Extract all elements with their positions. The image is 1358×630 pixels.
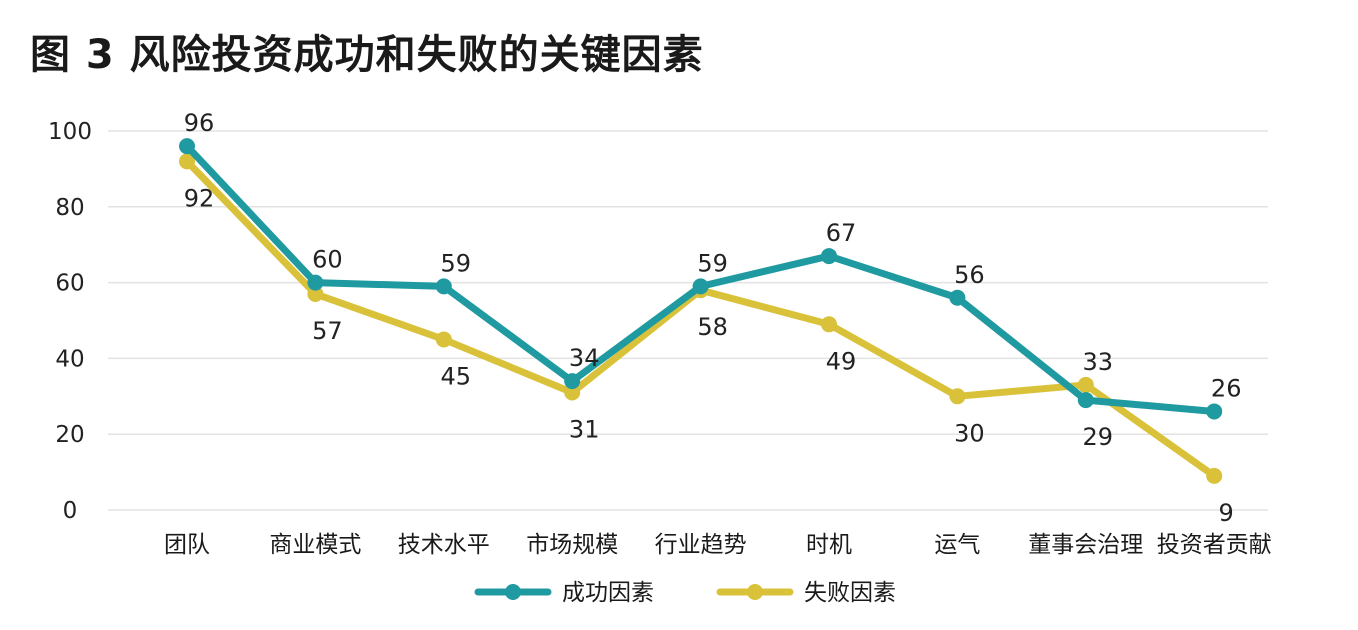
y-axis-ticks: 0 20 40 60 80 100: [48, 119, 92, 524]
chart-title: 图 3 风险投资成功和失败的关键因素: [30, 32, 704, 78]
data-label: 60: [312, 246, 343, 274]
data-label: 58: [697, 313, 728, 341]
y-tick-label: 100: [48, 119, 92, 145]
x-tick-label: 团队: [164, 532, 210, 558]
data-label: 96: [184, 109, 215, 137]
x-tick-label: 董事会治理: [1028, 532, 1143, 558]
legend-swatch-marker: [505, 584, 521, 600]
data-point: [821, 316, 837, 333]
data-label: 45: [441, 362, 472, 390]
legend-label: 成功因素: [562, 580, 654, 606]
legend-swatch-marker: [747, 584, 763, 600]
data-label: 59: [441, 249, 472, 277]
series-lines: [179, 138, 1223, 484]
data-point: [1077, 392, 1094, 409]
x-tick-label: 市场规模: [526, 532, 618, 558]
data-point: [949, 388, 966, 405]
x-tick-label: 商业模式: [269, 532, 361, 558]
data-label: 31: [569, 416, 600, 444]
x-tick-label: 技术水平: [398, 532, 490, 558]
data-label: 30: [954, 419, 985, 447]
data-label: 92: [184, 184, 215, 212]
data-point: [1077, 376, 1094, 393]
data-point: [1206, 403, 1223, 420]
data-point: [307, 274, 324, 291]
y-tick-label: 40: [55, 346, 84, 372]
x-tick-label: 时机: [806, 532, 852, 558]
data-point: [435, 331, 452, 348]
legend-label: 失败因素: [804, 580, 896, 606]
data-label: 33: [1083, 348, 1114, 376]
legend-item: 失败因素: [716, 580, 896, 606]
y-tick-label: 60: [55, 271, 84, 297]
data-label: 49: [826, 347, 857, 375]
grid-lines: [108, 130, 1268, 511]
data-point: [564, 373, 581, 390]
data-point: [179, 153, 195, 170]
legend-item: 成功因素: [474, 580, 654, 606]
data-label: 26: [1211, 374, 1242, 402]
data-label: 29: [1083, 423, 1114, 451]
y-tick-label: 20: [55, 422, 84, 448]
y-tick-label: 80: [55, 195, 84, 221]
data-point: [821, 248, 837, 265]
data-label: 56: [954, 261, 985, 289]
data-label: 57: [312, 317, 343, 345]
data-point: [307, 285, 324, 302]
x-tick-label: 行业趋势: [655, 532, 747, 558]
data-label: 9: [1219, 499, 1234, 527]
data-label: 59: [697, 249, 728, 277]
y-tick-label: 0: [63, 498, 78, 524]
x-tick-label: 投资者贡献: [1157, 532, 1272, 558]
x-axis-ticks: 团队 商业模式 技术水平 市场规模 行业趋势 时机 运气 董事会治理 投资者贡献: [164, 532, 1272, 558]
data-label: 34: [569, 344, 600, 372]
data-point: [1206, 467, 1223, 484]
data-point: [435, 278, 452, 295]
data-labels: 96 60 59 34 59 67 56 29 26 92 57 45 31 58 49 30 33 9: [184, 109, 1242, 527]
data-point: [949, 289, 966, 306]
data-label: 67: [826, 219, 857, 247]
x-tick-label: 运气: [934, 532, 980, 558]
data-point: [692, 278, 709, 295]
series-1: [179, 138, 1223, 420]
data-point: [179, 138, 195, 155]
legend: 成功因素 失败因素: [474, 580, 896, 606]
data-point: [564, 384, 581, 401]
